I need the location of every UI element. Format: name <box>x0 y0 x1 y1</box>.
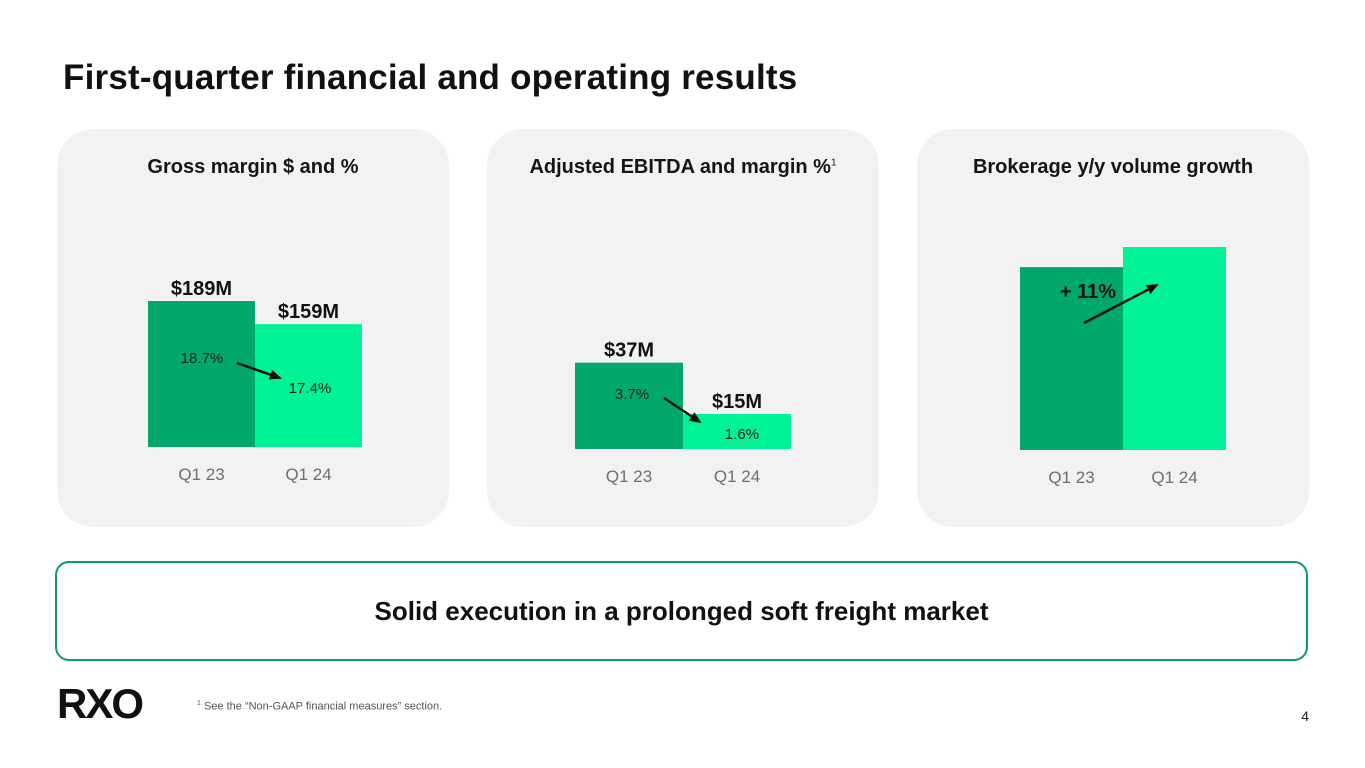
margin-percent-label: 3.7% <box>615 386 649 403</box>
margin-percent-label: 1.6% <box>725 426 759 443</box>
rxo-logo: RXO <box>57 680 144 727</box>
summary-banner: Solid execution in a prolonged soft frei… <box>55 561 1308 661</box>
brokerage-volume-chart: Q1 23 Q1 24 + 11% <box>1020 247 1226 487</box>
trend-arrow-line <box>1083 283 1158 325</box>
arrow-head-icon <box>1145 284 1159 295</box>
adjusted-ebitda-chart: $37M 3.7% Q1 23 $15M 1.6% Q1 24 <box>575 340 791 486</box>
bar-q1-23 <box>1020 267 1123 450</box>
brokerage-volume-chart-title: Brokerage y/y volume growth <box>972 156 1254 178</box>
bar-value-label: $15M <box>712 391 762 413</box>
x-tick-label: Q1 24 <box>285 465 331 484</box>
gross-margin-card: Gross margin $ and % $189M 18.7% Q1 23 $159… <box>57 129 449 527</box>
arrow-head-icon <box>688 412 702 424</box>
bar-q1-23 <box>575 362 683 449</box>
gross-margin-chart: $189M 18.7% Q1 23 $159M 17.4% Q1 24 <box>148 278 362 484</box>
bar-q1-24 <box>683 414 791 449</box>
x-tick-label: Q1 24 <box>714 467 760 486</box>
bar-value-label: $37M <box>604 340 654 362</box>
x-tick-label: Q1 23 <box>606 467 652 486</box>
summary-text: Solid execution in a prolonged soft frei… <box>374 595 989 626</box>
brokerage-volume-card: Brokerage y/y volume growth Q1 23 Q1 24 + … <box>917 129 1309 527</box>
bar-value-label: $159M <box>278 301 339 323</box>
bar-q1-24 <box>1123 247 1226 450</box>
footnote: 1 See the “Non-GAAP financial measures” … <box>197 700 442 713</box>
bar-value-label: $189M <box>171 278 232 300</box>
adjusted-ebitda-card: Adjusted EBITDA and margin %1 $37M 3.7% Q1… <box>487 129 879 527</box>
x-tick-label: Q1 23 <box>1048 468 1094 487</box>
arrow-head-icon <box>268 369 282 380</box>
x-tick-label: Q1 24 <box>1151 468 1197 487</box>
bar-q1-23 <box>148 301 255 447</box>
footnote-text: See the “Non-GAAP financial measures” se… <box>203 700 443 713</box>
margin-percent-label: 17.4% <box>289 380 332 397</box>
adjusted-ebitda-chart-title: Adjusted EBITDA and margin %1 <box>529 156 837 178</box>
x-tick-label: Q1 23 <box>178 465 224 484</box>
bar-q1-24 <box>255 324 362 447</box>
growth-annotation: + 11% <box>1060 281 1116 303</box>
page-title: First-quarter financial and operating re… <box>63 58 798 97</box>
page-number: 4 <box>1301 708 1309 724</box>
margin-percent-label: 18.7% <box>181 350 224 367</box>
footnote-marker: 1 <box>197 700 201 707</box>
gross-margin-chart-title: Gross margin $ and % <box>147 156 359 178</box>
